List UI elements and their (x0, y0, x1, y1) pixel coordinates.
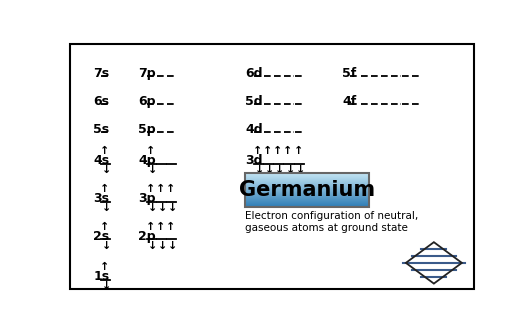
Text: 4d: 4d (245, 123, 263, 135)
Text: ↓: ↓ (265, 165, 274, 175)
Text: ↑: ↑ (100, 222, 109, 232)
Text: ↑: ↑ (145, 222, 155, 232)
Text: ↑: ↑ (166, 222, 175, 232)
Text: Germanium: Germanium (239, 180, 375, 200)
Text: ↓: ↓ (102, 241, 112, 251)
Text: ↓: ↓ (102, 281, 112, 291)
Text: ↓: ↓ (158, 241, 167, 251)
Text: ↓: ↓ (148, 165, 157, 175)
Text: ↓: ↓ (148, 203, 157, 213)
Text: 5p: 5p (139, 123, 156, 135)
Text: 3d: 3d (245, 154, 263, 167)
Text: ↑: ↑ (166, 184, 175, 194)
Text: ↑: ↑ (273, 146, 282, 156)
Text: ↓: ↓ (168, 203, 177, 213)
Text: ↑: ↑ (145, 184, 155, 194)
Text: 4p: 4p (139, 154, 156, 167)
Text: 4f: 4f (342, 95, 356, 108)
Text: ↓: ↓ (285, 165, 295, 175)
Text: ↓: ↓ (168, 241, 177, 251)
Text: 5d: 5d (245, 95, 263, 108)
Text: ↓: ↓ (254, 165, 264, 175)
Text: ↓: ↓ (296, 165, 305, 175)
Text: ↓: ↓ (102, 203, 112, 213)
Text: ↑: ↑ (294, 146, 303, 156)
Text: 6d: 6d (245, 67, 263, 80)
Text: 5s: 5s (93, 123, 109, 135)
Text: 5f: 5f (342, 67, 356, 80)
Text: 4s: 4s (93, 154, 109, 167)
Text: Electron configuration of neutral,
gaseous atoms at ground state: Electron configuration of neutral, gaseo… (245, 211, 418, 233)
Text: ↑: ↑ (100, 262, 109, 272)
Bar (245, 173, 369, 207)
Text: 1s: 1s (93, 270, 109, 283)
Text: 3p: 3p (139, 192, 156, 205)
Text: ↓: ↓ (158, 203, 167, 213)
Text: ↑: ↑ (156, 222, 165, 232)
Text: ↑: ↑ (252, 146, 262, 156)
Text: ↑: ↑ (145, 146, 155, 156)
Text: 6s: 6s (93, 95, 109, 108)
Text: 2s: 2s (93, 230, 109, 243)
Text: ↑: ↑ (100, 146, 109, 156)
Text: 2p: 2p (139, 230, 156, 243)
Text: ↓: ↓ (275, 165, 285, 175)
Text: 7s: 7s (93, 67, 109, 80)
Text: ↑: ↑ (263, 146, 272, 156)
Text: 3s: 3s (93, 192, 109, 205)
Text: ↑: ↑ (100, 184, 109, 194)
Text: ↑: ↑ (156, 184, 165, 194)
Text: 6p: 6p (139, 95, 156, 108)
Text: 7p: 7p (139, 67, 156, 80)
Text: ↓: ↓ (102, 165, 112, 175)
Text: ↓: ↓ (148, 241, 157, 251)
Text: ↑: ↑ (283, 146, 293, 156)
